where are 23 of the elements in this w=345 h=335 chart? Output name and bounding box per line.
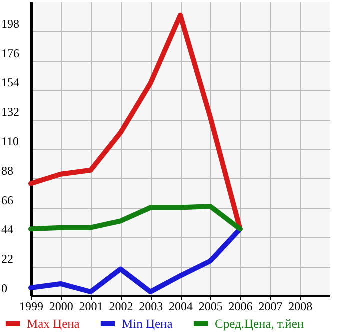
y-tick-label: 88 [2,164,14,178]
x-tick-label: 2002 [109,300,134,314]
y-tick-label: 198 [2,16,20,31]
x-tick-label: 1999 [20,300,44,314]
y-tick-label: 154 [2,76,20,90]
legend-label: Min Цена [122,317,174,331]
x-tick-label: 2005 [198,300,223,314]
x-tick-label: 2001 [79,300,104,314]
y-tick-label: 0 [2,282,8,296]
x-tick-label: 2000 [49,300,74,314]
y-tick-label: 132 [2,105,20,120]
y-tick-label: 66 [2,193,14,208]
y-tick-label: 44 [2,222,14,237]
y-tick-label: 22 [2,252,14,266]
x-tick-label: 2006 [228,300,253,314]
y-tick-label: 176 [2,46,20,60]
x-tick-label: 2007 [258,300,283,314]
legend-label: Max Цена [27,317,80,331]
y-tick-label: 110 [2,134,20,148]
legend-label: Сред.Цена, т.йен [215,317,304,331]
x-tick-label: 2004 [169,300,193,314]
x-tick-label: 2003 [139,300,164,314]
x-tick-label: 2008 [288,300,313,314]
